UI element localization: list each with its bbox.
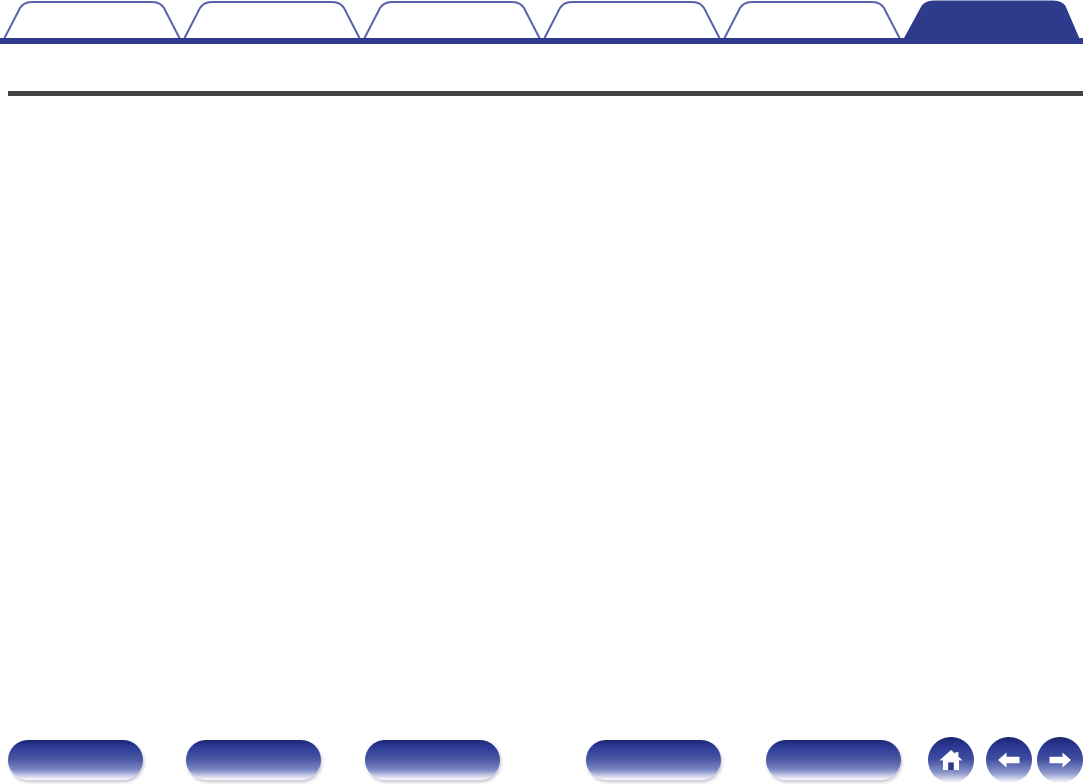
tab-shape-3[interactable] [362, 1, 542, 42]
bottom-navigation-bar [0, 730, 1083, 784]
tab-bar [0, 0, 1083, 45]
tab-shapes [0, 0, 1083, 44]
tab-shape-2[interactable] [182, 1, 362, 42]
nav-button-5[interactable] [766, 740, 901, 780]
arrow-right-icon [1049, 752, 1071, 768]
home-icon [939, 750, 963, 770]
tab-shape-4[interactable] [542, 1, 722, 42]
tab-shape-5[interactable] [722, 1, 902, 42]
back-button[interactable] [986, 737, 1032, 783]
home-button[interactable] [928, 737, 974, 783]
nav-button-1[interactable] [8, 740, 143, 780]
arrow-left-icon [998, 752, 1020, 768]
nav-button-3[interactable] [365, 740, 500, 780]
tab-5[interactable] [723, 0, 901, 38]
tab-1[interactable] [3, 0, 181, 38]
tab-shape-1[interactable] [2, 1, 182, 42]
nav-button-4[interactable] [586, 740, 721, 780]
tab-2[interactable] [183, 0, 361, 38]
tab-4[interactable] [543, 0, 721, 38]
tab-3[interactable] [363, 0, 541, 38]
nav-button-2[interactable] [186, 740, 321, 780]
header-divider [8, 91, 1083, 96]
content-area [8, 104, 1075, 724]
forward-button[interactable] [1037, 737, 1083, 783]
tab-underline-bar [0, 38, 1083, 44]
tab-6[interactable] [903, 0, 1080, 38]
tab-shape-6-active[interactable] [902, 0, 1081, 42]
